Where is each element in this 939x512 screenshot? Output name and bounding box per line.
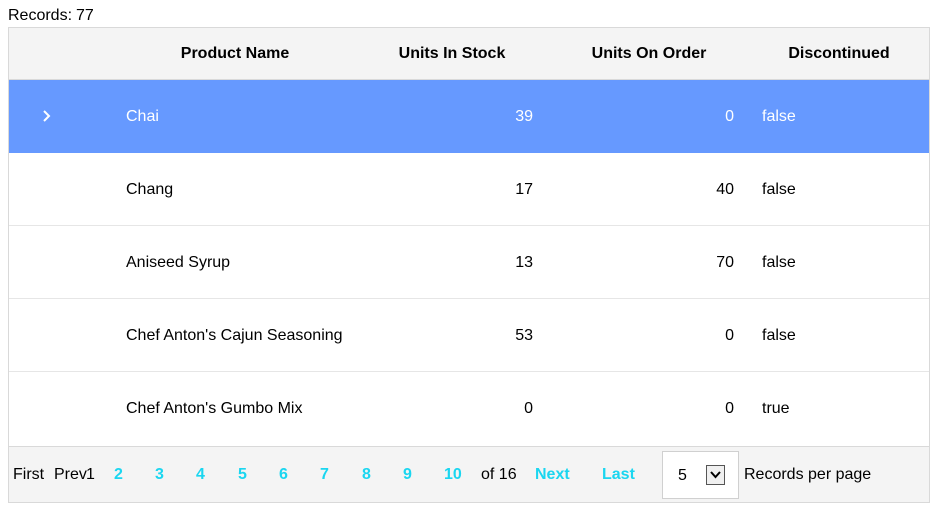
pager-page-7[interactable]: 7	[320, 466, 329, 484]
cell-units-in-stock: 0	[359, 400, 533, 418]
cell-discontinued: false	[762, 327, 796, 345]
cell-discontinued: true	[762, 400, 790, 418]
cell-product-name: Chai	[126, 108, 159, 126]
page-size-select[interactable]: 5	[662, 451, 739, 499]
cell-units-in-stock: 39	[359, 108, 533, 126]
records-summary: Records: 77	[8, 7, 94, 25]
pager-page-8[interactable]: 8	[362, 466, 371, 484]
column-header-discontinued[interactable]: Discontinued	[744, 45, 934, 63]
page-size-label: Records per page	[744, 466, 871, 484]
cell-units-on-order: 70	[549, 254, 734, 272]
cell-product-name: Chef Anton's Gumbo Mix	[126, 400, 302, 418]
pager-page-4[interactable]: 4	[196, 466, 205, 484]
chevron-right-icon[interactable]	[39, 106, 55, 126]
pager-page-5[interactable]: 5	[238, 466, 247, 484]
cell-units-on-order: 40	[549, 181, 734, 199]
table-row[interactable]: Aniseed Syrup 13 70 false	[9, 226, 929, 299]
column-header-units-on-order[interactable]: Units On Order	[544, 45, 754, 63]
cell-discontinued: false	[762, 108, 796, 126]
pager-prev: Prev	[54, 466, 87, 484]
records-count: 77	[76, 7, 94, 24]
cell-units-in-stock: 13	[359, 254, 533, 272]
cell-units-in-stock: 53	[359, 327, 533, 345]
table-row[interactable]: Chang 17 40 false	[9, 153, 929, 226]
cell-product-name: Aniseed Syrup	[126, 254, 230, 272]
pager-page-6[interactable]: 6	[279, 466, 288, 484]
cell-product-name: Chef Anton's Cajun Seasoning	[126, 327, 343, 345]
chevron-down-icon[interactable]	[706, 465, 725, 485]
cell-discontinued: false	[762, 254, 796, 272]
products-grid: Product Name Units In Stock Units On Ord…	[8, 27, 930, 503]
table-row[interactable]: Chef Anton's Cajun Seasoning 53 0 false	[9, 299, 929, 372]
pager-last-button[interactable]: Last	[602, 466, 635, 484]
cell-units-on-order: 0	[549, 108, 734, 126]
pager-first: First	[13, 466, 44, 484]
records-label: Records:	[8, 7, 72, 24]
column-header-units-in-stock[interactable]: Units In Stock	[344, 45, 560, 63]
table-row[interactable]: Chai 39 0 false	[9, 80, 929, 153]
cell-units-on-order: 0	[549, 327, 734, 345]
pager-page-9[interactable]: 9	[403, 466, 412, 484]
column-header-product-name[interactable]: Product Name	[126, 45, 344, 63]
page-size-value: 5	[678, 467, 687, 485]
pager-next-button[interactable]: Next	[535, 466, 570, 484]
pager-total: of 16	[481, 466, 517, 484]
pager-page-10[interactable]: 10	[444, 466, 462, 484]
pagination-bar: First Prev 1 2 3 4 5 6 7 8 9 10 of 16 Ne…	[9, 446, 929, 502]
cell-discontinued: false	[762, 181, 796, 199]
pager-page-3[interactable]: 3	[155, 466, 164, 484]
pager-page-2[interactable]: 2	[114, 466, 123, 484]
grid-header: Product Name Units In Stock Units On Ord…	[9, 28, 929, 80]
table-row[interactable]: Chef Anton's Gumbo Mix 0 0 true	[9, 372, 929, 445]
cell-units-in-stock: 17	[359, 181, 533, 199]
cell-units-on-order: 0	[549, 400, 734, 418]
pager-current-page: 1	[86, 466, 95, 484]
cell-product-name: Chang	[126, 181, 173, 199]
